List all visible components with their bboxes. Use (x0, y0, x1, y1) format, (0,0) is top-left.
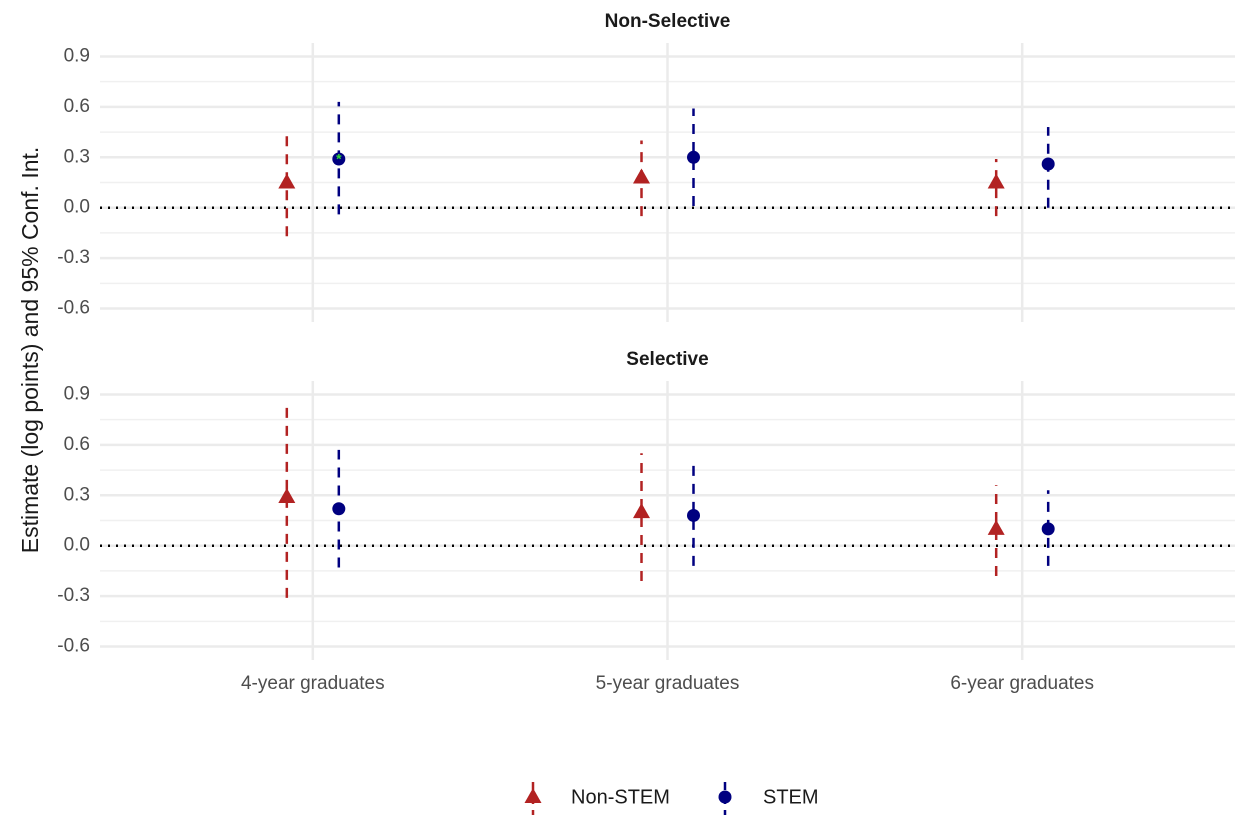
point (987, 519, 1005, 535)
point (633, 503, 650, 519)
point (633, 168, 650, 184)
y-tick-label: -0.3 (57, 247, 90, 268)
point (332, 152, 346, 166)
y-tick-label: -0.3 (57, 585, 90, 606)
legend-label: Non-STEM (571, 786, 670, 808)
x-tick-label: 6-year graduates (950, 673, 1094, 694)
y-tick-label: 0.0 (64, 535, 90, 556)
point (278, 173, 296, 189)
y-tick-label: -0.6 (57, 298, 90, 319)
significance-star: * (336, 151, 342, 167)
point (278, 487, 296, 503)
y-axis-label: Estimate (log points) and 95% Conf. Int. (17, 147, 43, 554)
point (687, 150, 700, 164)
legend-key-marker (718, 790, 732, 804)
x-tick-label: 4-year graduates (241, 673, 385, 694)
y-tick-label: 0.9 (64, 383, 90, 404)
y-tick-label: 0.3 (64, 146, 90, 167)
point (687, 508, 700, 522)
panel-title: Selective (626, 349, 708, 370)
x-tick-label: 5-year graduates (596, 673, 740, 694)
y-tick-label: 0.6 (64, 96, 90, 117)
y-tick-label: 0.6 (64, 434, 90, 455)
point (1041, 157, 1055, 171)
point (332, 502, 346, 516)
panel-title: Non-Selective (605, 11, 731, 32)
legend-key-marker (524, 788, 542, 803)
legend-label: STEM (763, 786, 819, 808)
y-tick-label: 0.3 (64, 484, 90, 505)
point (987, 173, 1005, 189)
y-tick-label: 0.0 (64, 197, 90, 218)
y-tick-label: -0.6 (57, 636, 90, 657)
y-tick-label: 0.9 (64, 45, 90, 66)
point (1041, 522, 1055, 536)
